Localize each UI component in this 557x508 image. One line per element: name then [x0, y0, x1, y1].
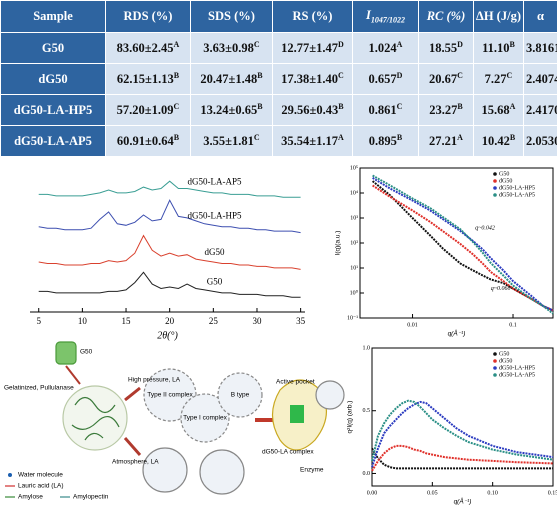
series-line [372, 402, 553, 467]
legend-label: dG50-LA-HP5 [499, 365, 535, 371]
complex-circle [200, 450, 244, 494]
y-tick-label: 10³ [350, 215, 358, 221]
label: Gelatinized, Pullulanase [4, 385, 74, 392]
series-line [39, 181, 301, 197]
series-line [39, 272, 301, 297]
granule-circle [63, 386, 127, 450]
series-line [39, 200, 301, 232]
series-label: G50 [207, 276, 223, 286]
active-pocket [290, 405, 304, 423]
series-line [39, 236, 301, 270]
legend-label: G50 [499, 351, 509, 357]
arrow [66, 366, 80, 384]
x-tick-label: 25 [209, 316, 219, 326]
y-tick-label: 10⁻¹ [347, 315, 358, 321]
label: G50 [80, 349, 93, 356]
x-tick-label: 15 [122, 316, 132, 326]
label: Type II complex [147, 392, 193, 399]
legend-label: dG50-LA-HP5 [499, 185, 535, 191]
label: B type [231, 392, 250, 399]
label: High pressure, LA [128, 377, 181, 384]
legend-label: Lauric acid (LA) [18, 483, 64, 490]
y-tick-label: 10⁰ [350, 289, 359, 296]
legend-marker [493, 359, 497, 363]
y-tick-label: 10⁵ [350, 165, 358, 171]
y-tick-label: 10² [350, 240, 358, 246]
legend-label: dG50 [499, 178, 512, 184]
legend-icon [8, 473, 12, 477]
legend-label: Amylose [18, 494, 43, 501]
legend-marker [493, 373, 497, 377]
legend-marker [493, 172, 497, 176]
annotation: q~0.060 [491, 286, 511, 292]
label: Active pocket [276, 379, 315, 386]
legend-marker [493, 193, 497, 197]
x-axis-label: 2θ(°) [157, 330, 178, 341]
g50-cylinder [56, 342, 76, 364]
y-tick-label: 10¹ [350, 265, 358, 271]
legend-label: G50 [499, 171, 509, 177]
legend-label: dG50-LA-AP5 [499, 192, 535, 198]
x-tick-label: 0.05 [427, 490, 438, 496]
annotation: q~0.042 [475, 224, 495, 231]
x-tick-label: 35 [296, 316, 306, 326]
y-axis-label: q²I(q) (arb.) [347, 401, 354, 434]
x-tick-label: 0.01 [407, 322, 418, 328]
legend-label: Amylopectin [73, 494, 109, 501]
series-label: dG50-LA-AP5 [188, 176, 242, 186]
legend-marker [493, 186, 497, 190]
legend-marker [493, 179, 497, 183]
y-axis-label: I(q)(a.u.) [335, 231, 342, 256]
label: Atmosphere, LA [112, 459, 159, 466]
x-tick-label: 20 [165, 316, 175, 326]
label: Enzyme [300, 467, 324, 474]
legend-label: Water molecule [18, 472, 63, 479]
series-line [372, 401, 553, 461]
x-tick-label: 5 [36, 316, 41, 326]
x-tick-label: 10 [78, 316, 88, 326]
x-axis-label: q(Å⁻¹) [448, 329, 466, 338]
series-label: dG50 [205, 247, 225, 257]
x-tick-label: 0.10 [487, 490, 498, 496]
x-tick-label: 0.1 [509, 322, 517, 328]
y-tick-label: 1.0 [363, 345, 371, 351]
label: Type I complex [183, 415, 227, 422]
legend-marker [493, 352, 497, 356]
legend-label: dG50 [499, 358, 512, 364]
figure: G50 Gelatinized, Pullulanase High pressu… [0, 0, 557, 508]
x-tick-label: 0.00 [367, 490, 378, 496]
complex-circle [316, 381, 344, 409]
complex-circle [143, 448, 187, 492]
series-label: dG50-LA-HP5 [188, 210, 242, 220]
series-line [372, 446, 553, 471]
page: SampleRDS (%)SDS (%)RS (%)I1047/1022RC (… [0, 0, 557, 508]
x-tick-label: 0.15 [548, 490, 557, 496]
x-tick-label: 30 [252, 316, 262, 326]
x-axis-label: q(Å⁻¹) [454, 497, 472, 506]
y-tick-label: 0.0 [363, 471, 371, 477]
y-tick-label: 0.5 [363, 408, 371, 414]
legend-marker [493, 366, 497, 370]
legend-label: dG50-LA-AP5 [499, 372, 535, 378]
label: dG50-LA complex [262, 449, 314, 456]
y-tick-label: 10⁴ [350, 190, 358, 196]
